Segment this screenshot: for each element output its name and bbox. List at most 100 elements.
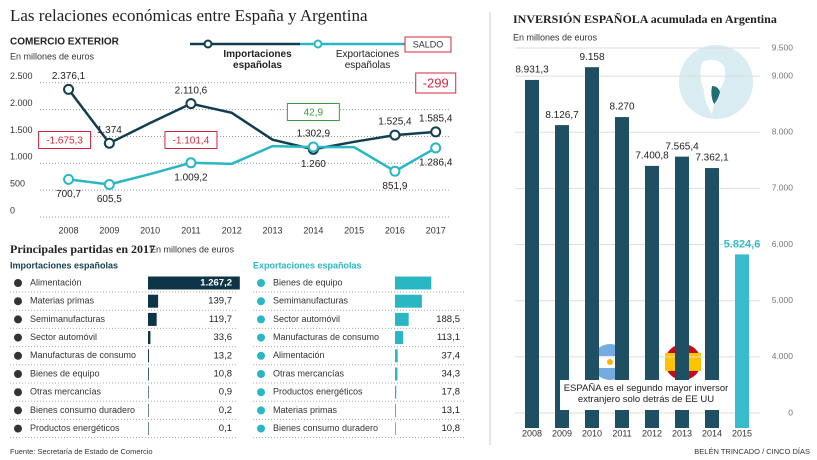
category-icon bbox=[14, 424, 22, 433]
category-icon bbox=[257, 279, 265, 287]
category-label: Bienes consumo duradero bbox=[30, 405, 135, 415]
bar bbox=[148, 294, 159, 308]
legend-label: Importaciones españolas bbox=[223, 49, 292, 71]
data-label: 119,7 bbox=[209, 314, 232, 325]
x-tick-label: 2009 bbox=[99, 225, 119, 235]
point-marker bbox=[103, 137, 115, 149]
y-tick-label: 2.000 bbox=[10, 98, 33, 108]
data-label: 851,9 bbox=[382, 181, 407, 192]
data-label: 17,8 bbox=[442, 387, 461, 398]
data-label: 8.270 bbox=[609, 102, 634, 113]
x-tick-label: 2014 bbox=[702, 428, 722, 438]
category-label: Sector automóvil bbox=[273, 314, 340, 324]
saldo-box bbox=[286, 103, 340, 121]
x-tick-label: 2012 bbox=[222, 225, 242, 235]
bar bbox=[395, 367, 398, 381]
legend-label: SALDO bbox=[413, 39, 444, 49]
data-label: 1.302,9 bbox=[297, 129, 331, 140]
data-label: 37,4 bbox=[442, 350, 461, 361]
data-label: 1.585,4 bbox=[419, 113, 453, 124]
data-label: 9.158 bbox=[579, 52, 604, 63]
data-label: 0,1 bbox=[219, 423, 232, 434]
point-marker bbox=[103, 178, 115, 190]
category-label: Manufacturas de consumo bbox=[273, 332, 379, 342]
x-tick-label: 2008 bbox=[59, 225, 79, 235]
bar bbox=[395, 276, 432, 290]
point-marker bbox=[430, 142, 442, 154]
y-tick-label: 500 bbox=[10, 179, 25, 189]
category-label: Manufacturas de consumo bbox=[30, 350, 136, 360]
series-line bbox=[67, 88, 436, 151]
bar bbox=[395, 403, 396, 417]
y-tick-label: 0 bbox=[10, 205, 15, 215]
bar bbox=[645, 165, 659, 428]
category-icon bbox=[14, 406, 22, 415]
bar bbox=[395, 331, 404, 345]
credit: BELÉN TRINCADO / CINCO DÍAS bbox=[694, 447, 810, 456]
category-label: Productos energéticos bbox=[273, 387, 363, 397]
page-title: Las relaciones económicas entre España y… bbox=[10, 6, 368, 25]
data-label: 7.565,4 bbox=[665, 141, 699, 152]
saldo-label: -1.101,4 bbox=[173, 136, 210, 147]
data-label: 34,3 bbox=[442, 369, 461, 380]
annotation: ESPAÑA es el segundo mayor inversor extr… bbox=[563, 383, 729, 405]
annotation-bg bbox=[560, 380, 732, 410]
x-tick-label: 2011 bbox=[181, 225, 200, 235]
y-tick-label: 7.000 bbox=[772, 183, 794, 193]
bar bbox=[395, 422, 396, 436]
category-icon bbox=[14, 297, 22, 306]
category-icon bbox=[14, 315, 22, 324]
point-marker bbox=[63, 173, 75, 185]
globe bbox=[677, 43, 755, 121]
legend-marker bbox=[313, 39, 323, 49]
data-label: 1.260 bbox=[301, 159, 326, 170]
y-tick-label: 8.000 bbox=[772, 126, 794, 136]
section-title: Principales partidas en 2017 bbox=[10, 242, 155, 256]
x-tick-label: 2015 bbox=[732, 428, 752, 438]
category-label: Bienes de equipo bbox=[273, 277, 343, 287]
bar bbox=[675, 156, 689, 428]
bar bbox=[525, 79, 539, 428]
bar bbox=[148, 367, 149, 381]
x-tick-label: 2014 bbox=[303, 225, 323, 235]
category-icon bbox=[14, 370, 22, 378]
category-label: Materias primas bbox=[273, 405, 338, 415]
category-label: Materias primas bbox=[30, 296, 95, 306]
y-tick-label: 1.500 bbox=[10, 125, 33, 135]
category-icon bbox=[14, 279, 22, 287]
data-label: 7.400,8 bbox=[635, 151, 669, 162]
data-label: 2.110,6 bbox=[175, 85, 208, 96]
chart-title: Importaciones españolas bbox=[10, 260, 118, 270]
category-icon bbox=[257, 315, 265, 324]
data-label: 700,7 bbox=[56, 189, 81, 200]
data-label: 2.376,1 bbox=[52, 71, 86, 82]
data-label: 370,7 bbox=[436, 296, 460, 307]
bar bbox=[615, 117, 629, 429]
bar bbox=[735, 254, 749, 428]
data-label: 1.374 bbox=[97, 125, 122, 136]
y-tick-label: 2.500 bbox=[10, 71, 33, 81]
category-label: Semimanufacturas bbox=[30, 314, 106, 324]
data-label: 8.931,3 bbox=[515, 65, 549, 76]
x-tick-label: 2011 bbox=[612, 428, 631, 438]
point-marker bbox=[63, 83, 75, 95]
category-label: Bienes de equipo bbox=[30, 368, 100, 378]
saldo-label: -299 bbox=[423, 75, 449, 90]
data-label: 10,8 bbox=[442, 423, 461, 434]
data-label: 1.525,4 bbox=[378, 117, 412, 128]
bar bbox=[148, 403, 149, 417]
saldo-box bbox=[415, 72, 457, 94]
x-tick-label: 2009 bbox=[552, 428, 572, 438]
saldo-box bbox=[38, 131, 92, 149]
bar bbox=[395, 349, 398, 363]
data-label: 1.009,2 bbox=[174, 172, 208, 183]
point-marker bbox=[185, 98, 197, 110]
bar bbox=[395, 312, 409, 326]
category-label: Otras mercancías bbox=[30, 387, 102, 397]
point-marker bbox=[430, 126, 442, 138]
chart-subtitle: En millones de euros bbox=[513, 32, 598, 42]
category-label: Sector automóvil bbox=[30, 332, 97, 342]
data-label: 10,8 bbox=[214, 369, 233, 380]
data-label: 113,1 bbox=[437, 332, 460, 343]
